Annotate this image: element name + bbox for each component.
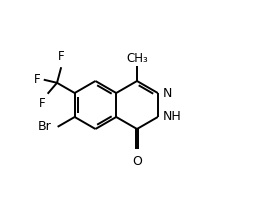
Text: F: F bbox=[33, 73, 40, 86]
Text: F: F bbox=[58, 50, 64, 63]
Text: CH₃: CH₃ bbox=[126, 52, 148, 65]
Text: Br: Br bbox=[38, 120, 52, 133]
Text: F: F bbox=[39, 97, 45, 110]
Text: O: O bbox=[132, 155, 142, 168]
Text: NH: NH bbox=[163, 110, 182, 123]
Text: N: N bbox=[162, 87, 172, 100]
